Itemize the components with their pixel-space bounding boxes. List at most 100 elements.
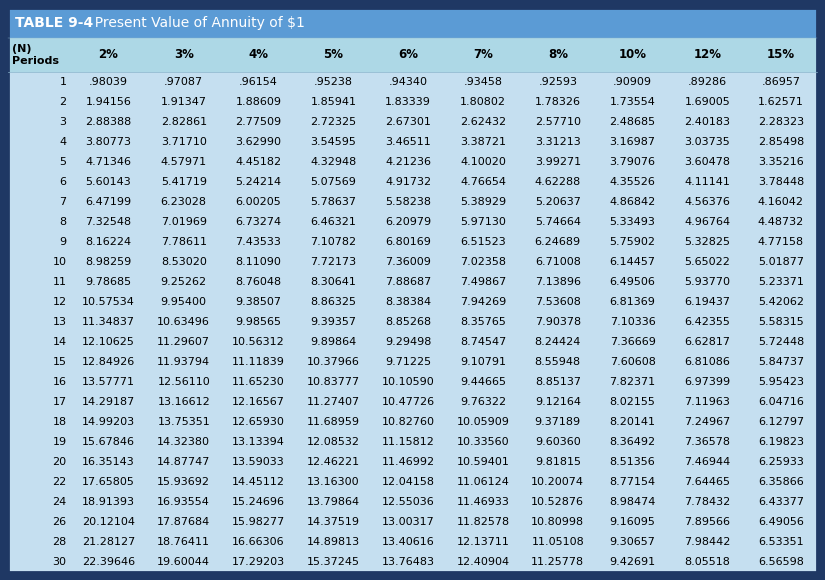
Text: 19: 19 — [53, 437, 67, 447]
Text: 12.65930: 12.65930 — [232, 417, 285, 427]
Bar — [8, 492, 817, 512]
Bar — [8, 332, 817, 352]
Text: 18: 18 — [53, 417, 67, 427]
Text: 10.52876: 10.52876 — [531, 497, 584, 507]
Text: 11.68959: 11.68959 — [307, 417, 360, 427]
Text: 5.74664: 5.74664 — [535, 217, 581, 227]
Text: 20.12104: 20.12104 — [82, 517, 135, 527]
Text: 12.55036: 12.55036 — [382, 497, 435, 507]
Text: 13.59033: 13.59033 — [232, 457, 285, 467]
Text: 10.33560: 10.33560 — [457, 437, 509, 447]
Text: 11: 11 — [53, 277, 67, 287]
Text: 8.11090: 8.11090 — [236, 257, 281, 267]
Text: 2: 2 — [59, 97, 67, 107]
Text: .86957: .86957 — [761, 77, 800, 87]
Text: 6.53351: 6.53351 — [758, 537, 804, 547]
Bar — [8, 372, 817, 392]
Bar — [8, 132, 817, 152]
Text: 3.78448: 3.78448 — [758, 177, 804, 187]
Text: 8.05518: 8.05518 — [685, 557, 730, 567]
Text: .98039: .98039 — [89, 77, 128, 87]
Text: 2.82861: 2.82861 — [161, 117, 207, 127]
Text: 5.58238: 5.58238 — [385, 197, 431, 207]
Text: 5.01877: 5.01877 — [758, 257, 804, 267]
Text: 6.46321: 6.46321 — [310, 217, 356, 227]
Text: 3.99271: 3.99271 — [535, 157, 581, 167]
Text: 8.98259: 8.98259 — [85, 257, 132, 267]
Text: 5.41719: 5.41719 — [161, 177, 207, 187]
Text: 10.37966: 10.37966 — [307, 357, 360, 367]
Text: 15.98277: 15.98277 — [232, 517, 285, 527]
Text: 4.48732: 4.48732 — [758, 217, 804, 227]
Text: 1.73554: 1.73554 — [610, 97, 656, 107]
Text: 15%: 15% — [766, 49, 795, 61]
Text: 6.81369: 6.81369 — [610, 297, 656, 307]
Text: 4.91732: 4.91732 — [385, 177, 431, 187]
Bar — [8, 532, 817, 552]
Bar — [8, 352, 817, 372]
Text: 2%: 2% — [98, 49, 119, 61]
Bar — [8, 38, 817, 72]
Text: 11.29607: 11.29607 — [158, 337, 210, 347]
Text: 5.20637: 5.20637 — [535, 197, 581, 207]
Text: 6.49506: 6.49506 — [610, 277, 656, 287]
Text: 4.71346: 4.71346 — [86, 157, 131, 167]
Text: 24: 24 — [52, 497, 67, 507]
Text: .94340: .94340 — [389, 77, 427, 87]
Text: 14.87747: 14.87747 — [157, 457, 210, 467]
Text: 9.95400: 9.95400 — [161, 297, 207, 307]
Text: 14.89813: 14.89813 — [307, 537, 360, 547]
Text: 11.82578: 11.82578 — [456, 517, 510, 527]
Text: 8.86325: 8.86325 — [310, 297, 356, 307]
Text: 13.16612: 13.16612 — [158, 397, 210, 407]
Text: 14.37519: 14.37519 — [307, 517, 360, 527]
Text: 8: 8 — [59, 217, 67, 227]
Text: 11.46933: 11.46933 — [456, 497, 509, 507]
Text: 7.78432: 7.78432 — [684, 497, 730, 507]
Text: 3.62990: 3.62990 — [235, 137, 281, 147]
Text: 5.23371: 5.23371 — [758, 277, 804, 287]
Text: 12.04158: 12.04158 — [382, 477, 435, 487]
Text: 9.71225: 9.71225 — [385, 357, 431, 367]
Text: 4.16042: 4.16042 — [758, 197, 804, 207]
Text: 9.78685: 9.78685 — [86, 277, 131, 287]
Bar — [8, 212, 817, 232]
Text: 2.48685: 2.48685 — [610, 117, 656, 127]
Text: 6.80169: 6.80169 — [385, 237, 431, 247]
Bar — [8, 292, 817, 312]
Text: 8.24424: 8.24424 — [535, 337, 581, 347]
Text: 18.91393: 18.91393 — [82, 497, 135, 507]
Text: 16: 16 — [53, 377, 67, 387]
Text: 6.19437: 6.19437 — [685, 297, 730, 307]
Text: 8.35765: 8.35765 — [460, 317, 506, 327]
Text: 11.06124: 11.06124 — [456, 477, 509, 487]
Text: 8%: 8% — [548, 49, 568, 61]
Text: 1.85941: 1.85941 — [310, 97, 356, 107]
Text: 7%: 7% — [473, 49, 493, 61]
Text: 2.77509: 2.77509 — [235, 117, 281, 127]
Bar — [8, 92, 817, 112]
Text: 6.14457: 6.14457 — [610, 257, 656, 267]
Text: 9.76322: 9.76322 — [460, 397, 506, 407]
Text: 8.77154: 8.77154 — [610, 477, 656, 487]
Text: 10%: 10% — [619, 49, 647, 61]
Bar — [8, 232, 817, 252]
Text: 8.51356: 8.51356 — [610, 457, 655, 467]
Text: 8.30641: 8.30641 — [310, 277, 356, 287]
Text: 6%: 6% — [398, 49, 418, 61]
Bar — [8, 72, 817, 92]
Text: 4.21236: 4.21236 — [385, 157, 431, 167]
Text: 16.66306: 16.66306 — [232, 537, 285, 547]
Text: 11.15812: 11.15812 — [382, 437, 435, 447]
Text: 6.42355: 6.42355 — [685, 317, 730, 327]
Text: 5.33493: 5.33493 — [610, 217, 656, 227]
Text: 3.80773: 3.80773 — [86, 137, 131, 147]
Bar — [8, 252, 817, 272]
Text: 14: 14 — [53, 337, 67, 347]
Text: 6.23028: 6.23028 — [161, 197, 207, 207]
Text: 5.42062: 5.42062 — [758, 297, 804, 307]
Text: 3.46511: 3.46511 — [385, 137, 431, 147]
Text: 9.30657: 9.30657 — [610, 537, 656, 547]
Text: 2.57710: 2.57710 — [535, 117, 581, 127]
Text: 5.24214: 5.24214 — [235, 177, 281, 187]
